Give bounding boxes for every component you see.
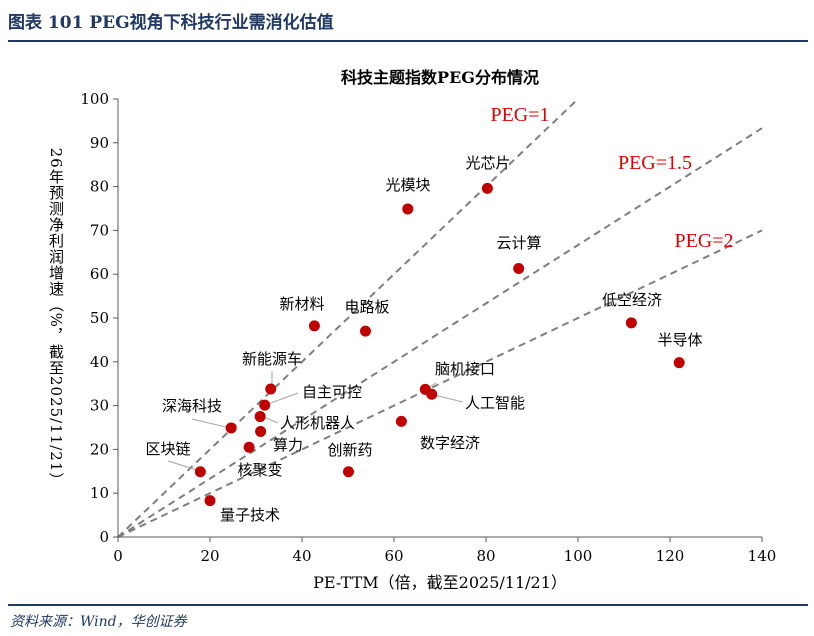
data-point-label: 区块链 [145,440,190,458]
label-leader-line [267,392,299,405]
y-axis-ticks: 0 10 20 30 40 50 60 70 80 90 100 [80,90,118,546]
data-point-label: 新材料 [279,295,324,313]
x-tick-label: 80 [476,547,495,565]
chart-title: 科技主题指数PEG分布情况 [341,68,539,87]
data-points [194,182,685,507]
label-leader-line [263,416,279,424]
data-point [308,320,320,332]
data-point-label: 电路板 [344,298,389,316]
data-point-label: 量子技术 [220,506,280,524]
data-point [395,415,407,427]
data-point-label: 核聚变 [237,461,282,479]
data-point-label: 低空经济 [602,291,662,309]
data-point-label: 算力 [273,436,303,454]
data-point [513,263,525,275]
data-point [204,495,216,507]
y-tick-label: 100 [80,90,109,108]
y-tick-label: 80 [90,178,109,196]
data-point-label: 深海科技 [162,397,222,415]
label-leader-lines [167,371,464,472]
figure-title: 图表 101 PEG视角下科技行业需消化估值 [8,13,334,33]
peg-line-label: PEG=1 [490,104,549,126]
peg-line-label: PEG=1.5 [618,152,692,174]
data-point [265,383,277,395]
y-tick-label: 40 [90,353,109,371]
y-tick-label: 10 [90,484,109,502]
x-tick-label: 120 [656,547,685,565]
x-tick-label: 20 [200,547,219,565]
data-point-label: 光模块 [385,176,430,194]
y-tick-label: 30 [90,397,109,415]
data-point [402,203,414,215]
scatter-chart: 科技主题指数PEG分布情况 PEG=1 PEG=1.5 PEG=2 0 20 40 60 8… [47,68,776,592]
data-point-label: 数字经济 [420,434,480,452]
data-point-label: 半导体 [657,331,702,349]
x-axis-ticks: 0 20 40 60 80 100 120 140 [113,537,776,565]
peg-line-label: PEG=2 [674,230,733,252]
y-tick-label: 70 [90,221,109,239]
y-tick-label: 50 [90,309,109,327]
data-point [194,466,206,478]
peg-reference-lines: PEG=1 PEG=1.5 PEG=2 [117,98,763,538]
label-leader-line [191,418,231,429]
data-point [254,411,266,423]
header-rule [8,40,808,42]
footer-rule [8,604,808,606]
data-point [481,182,493,194]
data-point-label: 人形机器人 [280,414,355,432]
y-axis-label-text: 26年预测净利润增速（%，截至2025/11/21） [47,148,65,489]
x-tick-label: 100 [564,547,593,565]
x-tick-label: 140 [748,547,777,565]
peg-line [117,229,763,538]
data-point [673,357,685,369]
data-point-label: 人工智能 [465,394,525,412]
x-tick-label: 60 [384,547,403,565]
figure-header: 图表 101 PEG视角下科技行业需消化估值 [8,4,808,42]
source-note: 资料来源：Wind，华创证券 [10,614,187,630]
data-point [243,441,255,453]
x-tick-label: 0 [113,547,123,565]
y-tick-label: 0 [99,528,109,546]
data-point [225,422,237,434]
data-point [342,466,354,478]
x-axis-label: PE-TTM（倍，截至2025/11/21） [313,573,567,592]
y-tick-label: 60 [90,265,109,283]
data-point-label: 脑机接口 [435,360,495,378]
data-point-label: 自主可控 [302,383,362,401]
label-leader-line [167,460,201,472]
data-point [255,425,267,437]
data-point-label: 创新药 [327,441,372,459]
data-point [359,325,371,337]
y-tick-label: 90 [90,134,109,152]
data-point-label: 云计算 [496,234,541,252]
label-leader-line [433,394,464,403]
data-point-label: 光芯片 [465,154,510,172]
data-point [426,388,438,400]
y-axis-label: 26年预测净利润增速（%，截至2025/11/21） [47,148,65,489]
x-tick-label: 40 [292,547,311,565]
y-tick-label: 20 [90,440,109,458]
peg-line [117,98,579,538]
data-point [259,399,271,411]
data-point [625,317,637,329]
data-point-label: 新能源车 [242,350,302,368]
